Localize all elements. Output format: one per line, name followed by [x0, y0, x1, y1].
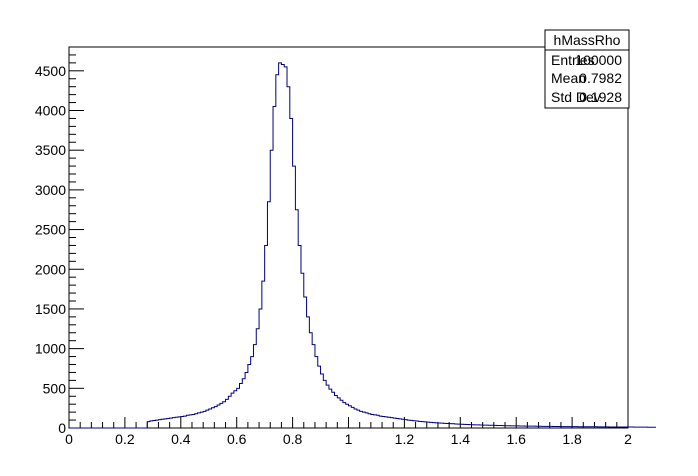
histogram-bin: [279, 63, 282, 428]
histogram-bin: [175, 417, 178, 428]
y-axis: 0 500 1000 1500 2000 2500 3000 3500 4000 4500: [35, 46, 84, 436]
histogram-bin: [172, 418, 175, 428]
x-tick-label: 2: [624, 431, 632, 447]
histogram-bin: [220, 403, 223, 428]
stats-value-mean: 0.7982: [579, 70, 622, 86]
histogram-bin: [376, 415, 379, 428]
histogram-bin: [396, 418, 399, 428]
histogram-bin: [153, 420, 156, 428]
histogram-bin: [161, 419, 164, 428]
x-tick-label: 1.6: [506, 431, 526, 447]
x-tick-label: 1.8: [562, 431, 582, 447]
y-tick-label: 2500: [35, 222, 66, 238]
histogram-bin: [340, 400, 343, 428]
stats-title: hMassRho: [554, 32, 621, 48]
histogram-bin: [195, 414, 198, 428]
histogram-bin: [365, 413, 368, 428]
histogram-bin: [323, 380, 326, 428]
histogram-bin: [418, 421, 421, 428]
histogram-bin: [326, 385, 329, 428]
histogram-bin: [287, 87, 290, 428]
histogram-bin: [441, 423, 444, 428]
stats-label-stddev: Std Dev: [551, 89, 601, 105]
histogram-bin: [307, 317, 310, 428]
stats-label-mean: Mean: [551, 70, 586, 86]
histogram-bin: [248, 365, 251, 429]
histogram-bin: [198, 413, 201, 428]
x-tick-label: 1.4: [451, 431, 471, 447]
y-tick-label: 2000: [35, 261, 66, 277]
histogram-bin: [318, 366, 321, 428]
histogram-bin: [253, 345, 256, 428]
histogram-bin: [332, 392, 335, 428]
histogram-bin: [284, 67, 287, 428]
x-tick-label: 1.2: [395, 431, 415, 447]
histogram-bin: [374, 415, 377, 428]
y-tick-label: 500: [43, 380, 67, 396]
histogram-bin: [281, 64, 284, 428]
histogram-bin: [276, 75, 279, 428]
histogram-bin: [217, 405, 220, 428]
y-tick-label: 1500: [35, 301, 66, 317]
histogram-bin: [362, 412, 365, 428]
x-tick-label: 0: [65, 431, 73, 447]
plot-frame-rect: [68, 46, 629, 429]
histogram-bin: [432, 423, 435, 428]
histogram-outline: [69, 62, 656, 429]
histogram-bin: [251, 357, 254, 428]
x-axis: 0 0.2 0.4 0.6 0.8 1 1.2 1.4 1.6 1.8 2: [65, 417, 632, 447]
stats-box-frame: [544, 29, 630, 109]
histogram-bin: [444, 423, 447, 428]
y-tick-label: 3000: [35, 182, 66, 198]
histogram-bin: [273, 107, 276, 428]
histogram-bin: [206, 410, 209, 428]
histogram-bin: [164, 419, 167, 428]
x-tick-label: 0.6: [227, 431, 247, 447]
histogram-bin: [242, 379, 245, 428]
histogram-bin: [239, 384, 242, 428]
histogram-bin: [421, 422, 424, 428]
histogram-bin: [184, 416, 187, 428]
x-tick-label: 0.8: [283, 431, 303, 447]
y-tick-label: 4500: [35, 63, 66, 79]
x-tick-label: 0.4: [171, 431, 191, 447]
histogram-bin: [388, 417, 391, 428]
histogram-bin: [410, 420, 413, 428]
y-tick-label: 0: [58, 420, 66, 436]
histogram-bin: [343, 403, 346, 428]
histogram-bin: [321, 374, 324, 428]
histogram-bin: [385, 417, 388, 428]
plot-frame: [68, 46, 629, 429]
histogram-bin: [329, 389, 332, 428]
stats-label-entries: Entries: [551, 52, 595, 68]
histogram-bin: [231, 393, 234, 428]
histogram-bin: [399, 419, 402, 428]
histogram-bin: [351, 407, 354, 428]
histogram-series: [69, 62, 656, 429]
histogram-bin: [315, 357, 318, 428]
histogram-bin: [209, 409, 212, 428]
stats-box: hMassRho Entries 100000 Mean 0.7982 Std …: [544, 29, 630, 109]
histogram-bin: [186, 415, 189, 428]
histogram-bin: [228, 396, 231, 428]
x-tick-label: 1: [345, 431, 353, 447]
y-tick-label: 3500: [35, 142, 66, 158]
y-tick-label: 4000: [35, 103, 66, 119]
stats-value-entries: 100000: [575, 52, 622, 68]
histogram-bin: [407, 420, 410, 428]
stats-value-stddev: 0.1928: [579, 89, 622, 105]
histogram-bin: [430, 422, 433, 428]
histogram-bin: [245, 372, 248, 428]
histogram-bin: [312, 345, 315, 428]
x-tick-label: 0.2: [115, 431, 135, 447]
histogram-bin: [354, 409, 357, 428]
y-tick-label: 1000: [35, 341, 66, 357]
histogram-bin: [309, 333, 312, 428]
